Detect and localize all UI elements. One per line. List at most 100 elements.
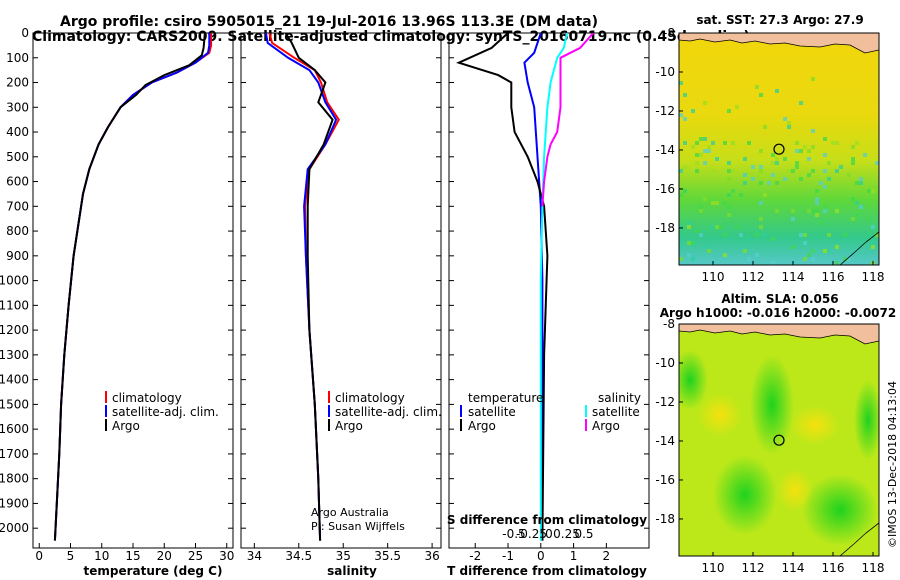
sst-pixel xyxy=(731,169,735,173)
legend-title-temperature: temperature xyxy=(468,391,543,405)
series-line-satellite xyxy=(53,33,211,541)
sst-pixel xyxy=(727,213,731,217)
sst-pixel xyxy=(695,141,699,145)
sst-pixel xyxy=(827,249,831,253)
sst-pixel xyxy=(763,233,767,237)
map-x-tick-label: 118 xyxy=(862,270,885,284)
sst-pixel xyxy=(791,209,795,213)
sst-pixel xyxy=(711,225,715,229)
sst-pixel xyxy=(687,225,691,229)
sla-map-axes: 110 112 114 116 118 -8 -10 -12 -14 -16 -18 xyxy=(655,317,884,575)
map-y-tick-label: -12 xyxy=(655,104,675,118)
sst-pixel xyxy=(811,257,815,261)
sst-pixel xyxy=(807,253,811,257)
sst-pixel xyxy=(759,217,763,221)
s-diff-tick-label: -0.5 xyxy=(502,527,525,541)
sst-pixel xyxy=(855,201,859,205)
sst-pixel xyxy=(839,165,843,169)
sst-pixel xyxy=(723,201,727,205)
sst-pixel xyxy=(751,177,755,181)
difference-panel-frame xyxy=(448,32,650,549)
sst-pixel xyxy=(787,125,791,129)
series-line-climatology xyxy=(53,33,213,541)
sst-pixel xyxy=(679,193,683,197)
x-tick-label: 36 xyxy=(424,549,439,563)
sst-map-title: sat. SST: 27.3 Argo: 27.9 xyxy=(696,13,863,27)
sst-pixel xyxy=(727,109,731,113)
y-tick-label: 1100 xyxy=(0,298,29,312)
legend-label-t-satellite: satellite xyxy=(468,405,516,419)
land-mass xyxy=(679,324,879,345)
sla-high-blob xyxy=(790,405,840,445)
profile-location-marker xyxy=(773,434,785,446)
sst-pixel xyxy=(715,201,719,205)
sst-pixel xyxy=(859,205,863,209)
sst-pixel xyxy=(679,81,683,85)
sla-map-frame xyxy=(678,323,880,557)
sst-pixel xyxy=(699,209,703,213)
sst-pixel xyxy=(723,233,727,237)
sst-pixel xyxy=(855,181,859,185)
difference-legend: temperature satellite Argo salinity sate… xyxy=(460,391,641,433)
sst-pixel xyxy=(875,233,879,237)
sst-pixel xyxy=(831,141,835,145)
sst-pixel xyxy=(703,161,707,165)
series-line-climatology xyxy=(268,33,340,541)
sst-pixel xyxy=(755,253,759,257)
sst-pixel xyxy=(791,217,795,221)
map-y-tick-label: -16 xyxy=(655,473,675,487)
sst-pixel xyxy=(715,225,719,229)
legend-label-climatology: climatology xyxy=(335,391,405,405)
map-y-tick-label: -16 xyxy=(655,182,675,196)
sst-pixel xyxy=(743,157,747,161)
sst-pixel xyxy=(723,141,727,145)
sla-low-blob xyxy=(802,474,878,546)
sst-pixel xyxy=(691,109,695,113)
sst-pixel xyxy=(795,149,799,153)
y-tick-label: 800 xyxy=(6,224,29,238)
sst-pixel xyxy=(803,257,807,261)
y-tick-label: 300 xyxy=(6,100,29,114)
salinity-x-axis: 34 34.5 35 35.5 36 xyxy=(247,543,440,563)
sst-pixel xyxy=(775,161,779,165)
sst-pixel xyxy=(835,169,839,173)
series-line-satellite xyxy=(264,33,338,541)
y-tick-label: 700 xyxy=(6,199,29,213)
sst-pixel xyxy=(759,169,763,173)
sst-pixel xyxy=(759,165,763,169)
sla-low-blob xyxy=(679,350,708,410)
land-mass xyxy=(679,33,879,54)
sla-low-blob xyxy=(750,355,794,455)
sst-pixel xyxy=(707,145,711,149)
legend-label-satellite: satellite-adj. clim. xyxy=(112,405,219,419)
coastline xyxy=(839,522,879,556)
sst-pixel xyxy=(815,201,819,205)
sst-pixel xyxy=(771,237,775,241)
sst-pixel xyxy=(707,149,711,153)
map-y-tick-label: -10 xyxy=(655,356,675,370)
sst-pixel xyxy=(695,173,699,177)
coastline xyxy=(839,231,879,265)
sst-map-axes: 110 112 114 116 118 -8 -10 -12 -14 -16 -18 xyxy=(655,26,884,284)
sst-pixel xyxy=(695,229,699,233)
y-tick-label: 400 xyxy=(6,125,29,139)
map-x-tick-label: 116 xyxy=(822,270,845,284)
y-tick-label: 1900 xyxy=(0,496,29,510)
header-line2: Climatology: CARS2009. Satellite-adjuste… xyxy=(32,29,750,45)
sst-pixel xyxy=(759,93,763,97)
sst-pixel xyxy=(811,209,815,213)
sst-pixel xyxy=(827,233,831,237)
profile-location-marker xyxy=(773,143,785,155)
x-tick-label: 20 xyxy=(157,549,172,563)
y-tick-label: 100 xyxy=(6,51,29,65)
sst-pixel xyxy=(823,169,827,173)
sst-pixel xyxy=(867,189,871,193)
sst-pixel xyxy=(743,249,747,253)
legend-label-s-argo: Argo xyxy=(592,419,620,433)
sst-pixel xyxy=(691,257,695,261)
sst-pixel xyxy=(807,173,811,177)
y-tick-label: 1600 xyxy=(0,422,29,436)
temperature-axis-label: temperature (deg C) xyxy=(84,564,223,578)
salinity-axis-label: salinity xyxy=(327,564,377,578)
difference-plot xyxy=(455,33,595,541)
